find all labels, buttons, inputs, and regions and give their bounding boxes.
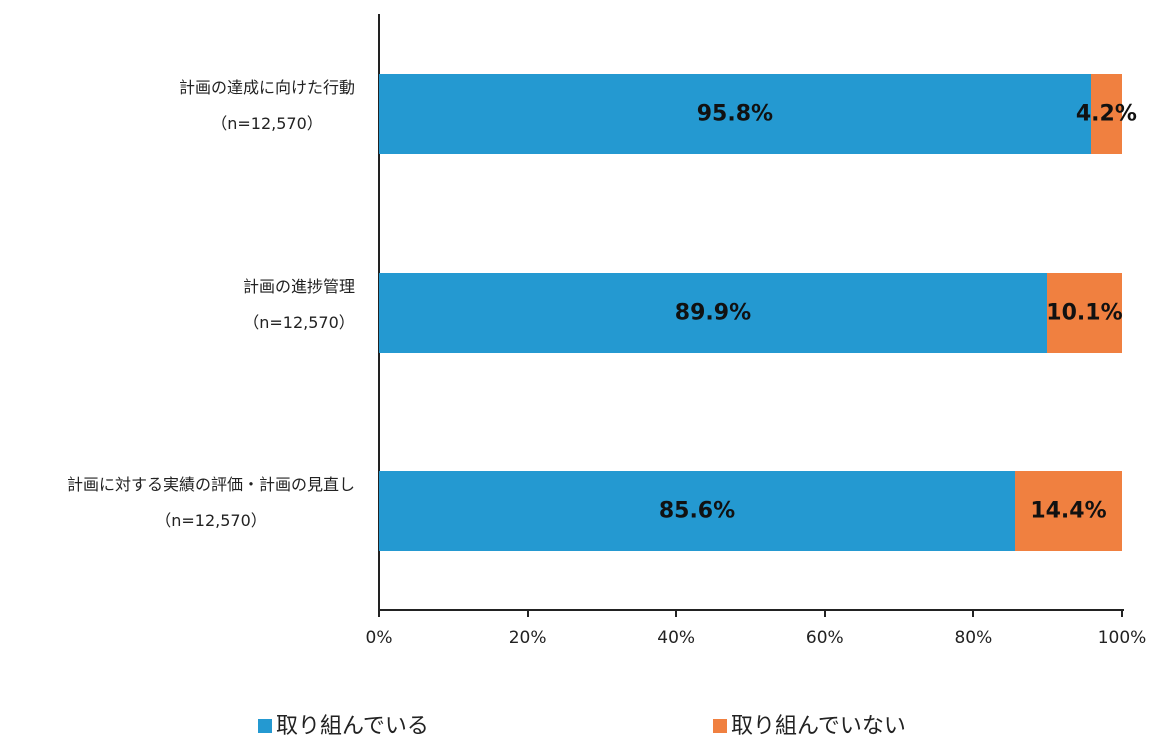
category-label: 計画の進捗管理 （n=12,570） — [243, 269, 355, 341]
x-tick-label: 0% — [365, 628, 393, 648]
category-name: 計画に対する実績の評価・計画の見直し — [66, 475, 355, 494]
bar-segment-yes: 85.6% — [379, 471, 1015, 551]
bar-row: 85.6% 14.4% — [379, 471, 1122, 551]
data-label: 89.9% — [674, 300, 752, 326]
x-axis-line — [378, 609, 1124, 611]
bar-row: 95.8% 4.2% — [379, 74, 1137, 154]
x-tick — [526, 609, 529, 617]
data-label: 14.4% — [1030, 498, 1107, 524]
data-label: 10.1% — [1046, 300, 1123, 326]
category-n: （n=12,570） — [155, 511, 267, 530]
legend-swatch-orange — [713, 719, 727, 733]
bar-segment-yes: 89.9% — [379, 273, 1047, 353]
x-tick-label: 40% — [657, 628, 696, 648]
legend-swatch-blue — [258, 719, 272, 733]
x-tick-label: 80% — [954, 628, 993, 648]
x-tick-label: 20% — [508, 628, 547, 648]
data-label: 95.8% — [696, 101, 774, 127]
category-name: 計画の達成に向けた行動 — [178, 78, 355, 97]
x-tick — [823, 609, 826, 617]
bar-row: 89.9% 10.1% — [379, 273, 1123, 353]
legend-item-yes: 取り組んでいる — [258, 708, 429, 740]
x-tick-label: 60% — [805, 628, 844, 648]
bar-segment-no: 10.1% — [1046, 273, 1123, 353]
legend-label: 取り組んでいる — [276, 714, 429, 739]
category-name: 計画の進捗管理 — [242, 277, 355, 296]
x-tick — [378, 609, 380, 617]
category-label: 計画に対する実績の評価・計画の見直し （n=12,570） — [67, 467, 355, 539]
bar-segment-yes: 95.8% — [379, 74, 1091, 154]
category-n: （n=12,570） — [243, 313, 355, 332]
x-tick-label: 100% — [1097, 628, 1147, 648]
legend-item-no: 取り組んでいない — [713, 708, 906, 740]
bar-segment-no: 4.2% — [1076, 74, 1137, 154]
data-label: 4.2% — [1075, 101, 1137, 127]
data-label: 85.6% — [658, 498, 736, 524]
legend-label: 取り組んでいない — [731, 714, 906, 739]
x-tick — [675, 609, 678, 617]
bar-segment-no: 14.4% — [1015, 471, 1122, 551]
x-tick — [1121, 609, 1123, 617]
x-tick — [972, 609, 975, 617]
category-n: （n=12,570） — [211, 114, 323, 133]
category-label: 計画の達成に向けた行動 （n=12,570） — [179, 70, 355, 142]
